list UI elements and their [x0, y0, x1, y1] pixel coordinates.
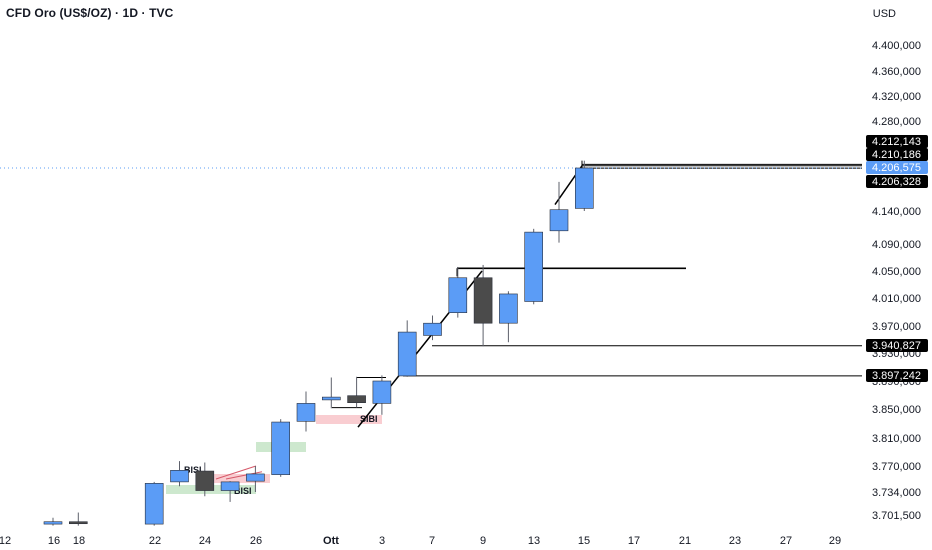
x-tick-label: 18	[73, 535, 85, 547]
candle-body[interactable]	[271, 421, 291, 475]
zone-2	[210, 474, 270, 483]
x-tick-label: 29	[829, 535, 841, 547]
x-tick-label: 24	[199, 535, 211, 547]
candle-body[interactable]	[524, 231, 544, 302]
x-tick-label: 16	[48, 535, 60, 547]
trend-line[interactable]	[215, 465, 257, 480]
zone-label: BISI	[184, 465, 202, 475]
candle-body[interactable]	[195, 470, 215, 491]
candle-body[interactable]	[397, 331, 417, 377]
price-axis: 4.400,000 4.360,000 4.320,000 4.280,000 4.14…	[872, 40, 921, 522]
level-lines	[0, 160, 862, 409]
y-tick-label: 3.810,000	[872, 433, 921, 445]
x-tick-label: 27	[780, 535, 792, 547]
price-tag-label: 4.206,575	[872, 162, 921, 174]
price-tag-label: 4.206,328	[872, 176, 921, 188]
price-tag-label: 4.212,143	[872, 136, 921, 148]
x-tick-label: 22	[149, 535, 161, 547]
x-tick-label: Ott	[323, 535, 339, 547]
candles	[43, 160, 594, 526]
candle-body[interactable]	[347, 395, 366, 404]
x-tick-label: 9	[480, 535, 486, 547]
currency-label[interactable]: USD	[872, 8, 896, 20]
price-tag[interactable]: 3.940,827	[866, 339, 928, 352]
x-tick-label: 15	[578, 535, 590, 547]
candle-body[interactable]	[473, 277, 493, 324]
candle-body[interactable]	[43, 521, 63, 525]
price-tag[interactable]: 3.897,242	[866, 369, 928, 382]
trend-line[interactable]	[225, 471, 263, 480]
zone-label: BISI	[234, 486, 252, 496]
price-tag[interactable]: 4.212,143	[866, 135, 928, 148]
x-tick-label: 23	[729, 535, 741, 547]
candle-body[interactable]	[220, 481, 240, 491]
candle-body[interactable]	[296, 403, 316, 422]
x-tick-label: 13	[528, 535, 540, 547]
price-tag-label: 4.210,186	[872, 149, 921, 161]
candle-body[interactable]	[574, 167, 594, 209]
y-tick-label: 3.850,000	[872, 404, 921, 416]
candle-body[interactable]	[372, 380, 392, 404]
x-tick-label: 3	[379, 535, 385, 547]
x-tick-label: 12	[0, 535, 11, 547]
candle-body[interactable]	[448, 277, 468, 314]
y-tick-label: 3.734,000	[872, 487, 921, 499]
candle-body[interactable]	[549, 209, 569, 232]
y-tick-label: 3.770,000	[872, 461, 921, 473]
candle-body[interactable]	[321, 396, 341, 401]
chart-title: CFD Oro (US$/OZ) · 1D · TVC	[6, 6, 174, 20]
price-tag[interactable]: 4.210,186	[866, 148, 928, 161]
y-tick-label: 4.140,000	[872, 206, 921, 218]
candle-body[interactable]	[144, 483, 164, 525]
y-tick-label: 4.010,000	[872, 293, 921, 305]
y-tick-label: 4.360,000	[872, 66, 921, 78]
price-tag[interactable]: 4.206,328	[866, 175, 928, 188]
candle-body[interactable]	[170, 470, 189, 483]
y-tick-label: 4.320,000	[872, 91, 921, 103]
candle-body[interactable]	[246, 473, 265, 482]
price-tag-label: 3.940,827	[872, 340, 921, 352]
y-tick-label: 4.400,000	[872, 40, 921, 52]
x-tick-label: 26	[250, 535, 262, 547]
price-tag[interactable]: 4.206,575	[866, 161, 928, 174]
y-tick-label: 3.970,000	[872, 321, 921, 333]
price-tag-label: 3.897,242	[872, 370, 921, 382]
y-tick-label: 4.090,000	[872, 239, 921, 251]
x-tick-label: 7	[429, 535, 435, 547]
zone-3	[316, 415, 382, 424]
zone-label: SIBI	[360, 414, 378, 424]
candle-body[interactable]	[423, 322, 442, 336]
x-tick-label: 21	[679, 535, 691, 547]
candle-body[interactable]	[499, 293, 518, 324]
y-tick-label: 4.280,000	[872, 116, 921, 128]
trend-lines	[215, 165, 583, 480]
x-tick-label: 17	[628, 535, 640, 547]
candle-body[interactable]	[69, 521, 88, 525]
time-axis: 12 16 18 22 24 26 Ott 3 7 9 13 15 17 21 23 27 29	[0, 535, 841, 547]
y-tick-label: 4.050,000	[872, 266, 921, 278]
trend-line[interactable]	[357, 333, 433, 428]
y-tick-label: 3.701,500	[872, 510, 921, 522]
